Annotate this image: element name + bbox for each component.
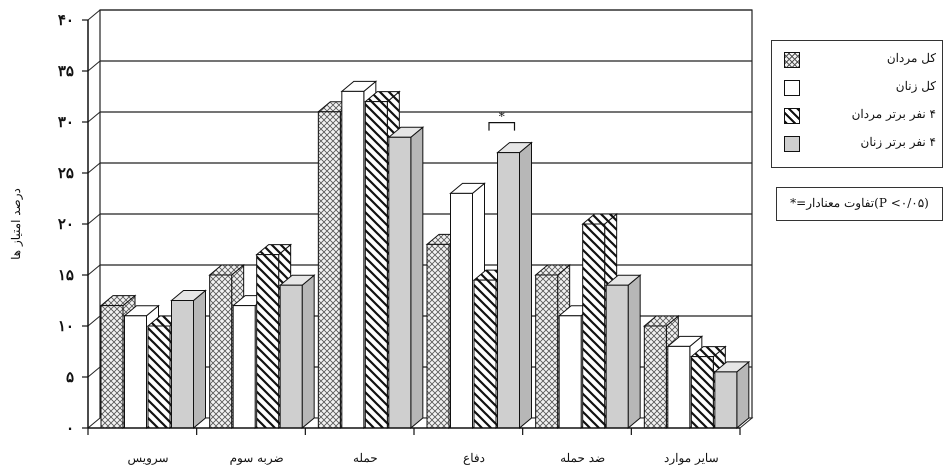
bar (279, 284, 303, 429)
bar (667, 345, 691, 429)
bar (643, 325, 667, 429)
y-tick-label: ۰ (66, 419, 74, 437)
x-category-label: ضد حمله (560, 451, 605, 465)
bar (535, 274, 559, 429)
bar (124, 315, 147, 429)
bar (232, 305, 256, 429)
y-tick-label: ۱۵ (58, 266, 74, 284)
bar (256, 254, 280, 429)
legend-label: کل زنان (895, 79, 936, 93)
legend-item: ۴ نفر برتر مردان (772, 105, 942, 129)
significance-note: *=تفاوت معنادار(P <۰/۰۵) (776, 187, 943, 221)
bars-layer (99, 80, 751, 430)
gridline-connector (87, 111, 101, 123)
legend-item: ۴ نفر برتر زنان (772, 133, 942, 157)
bar-side (736, 360, 750, 430)
significance-asterisk: * (499, 110, 505, 124)
gridline-connector (87, 9, 101, 21)
x-category-label: دفاع (463, 451, 485, 465)
y-tick-label: ۴۰ (58, 11, 74, 29)
bar-side (410, 126, 424, 430)
legend-swatch (784, 52, 800, 68)
gridline-connector (87, 366, 101, 378)
legend-swatch (784, 80, 800, 96)
bar (388, 136, 412, 429)
bar (714, 371, 738, 429)
bar (582, 223, 606, 429)
legend-label: کل مردان (886, 51, 936, 65)
gridline-connector (87, 315, 101, 327)
y-axis-title: درصد امتیاز ها (9, 188, 23, 260)
axis-layer (82, 19, 741, 435)
bar-chart: ۰ ۵ ۱۰ ۱۵ ۲۰ ۲۵ ۳۰ ۳۵ ۴۰ درصد امتیاز ها سرویس ضربه … (9, 9, 754, 465)
significance-note-text: *=تفاوت معنادار(P <۰/۰۵) (790, 196, 929, 210)
bar-side (193, 289, 206, 430)
x-category-label: سایر موارد (664, 451, 719, 465)
bar (690, 356, 714, 429)
bar (171, 300, 194, 429)
legend-swatch (784, 108, 800, 124)
bar (341, 90, 365, 429)
bar-side (301, 274, 315, 430)
y-tick-label: ۳۵ (58, 62, 74, 80)
bar (100, 305, 124, 429)
bar (209, 274, 233, 429)
legend-item: کل زنان (772, 77, 942, 101)
x-category-label: سرویس (127, 451, 168, 465)
x-category-label: ضربه سوم (230, 451, 284, 465)
legend-item: کل مردان (772, 49, 942, 73)
legend-swatch (784, 136, 800, 152)
labels-layer: ۰ ۵ ۱۰ ۱۵ ۲۰ ۲۵ ۳۰ ۳۵ ۴۰ درصد امتیاز ها سرویس ضربه … (9, 11, 719, 465)
bar (364, 101, 388, 429)
bar (605, 284, 629, 429)
bar (450, 192, 473, 429)
legend-label: ۴ نفر برتر زنان (860, 135, 936, 149)
legend-label: ۴ نفر برتر مردان (851, 107, 936, 121)
gridline-connector (87, 264, 101, 276)
bar (147, 325, 171, 429)
bar (473, 279, 497, 429)
bar-side (627, 274, 641, 430)
gridline-connector (87, 60, 101, 72)
bar (426, 243, 450, 429)
y-tick-label: ۱۰ (58, 317, 74, 335)
bar (558, 315, 582, 429)
significance-bracket (488, 122, 516, 131)
bar (317, 111, 341, 429)
chart-legend: کل مردان کل زنان ۴ نفر برتر مردان ۴ نفر برت… (771, 40, 943, 168)
x-category-label: حمله (353, 451, 378, 465)
gridline-connector (87, 213, 101, 225)
y-tick-label: ۲۰ (58, 215, 74, 233)
gridline-connector (87, 162, 101, 174)
bar-side (519, 141, 532, 430)
y-tick-label: ۳۰ (58, 113, 74, 131)
y-tick-label: ۵ (66, 368, 74, 386)
y-tick-label: ۲۵ (58, 164, 74, 182)
bar (497, 152, 520, 429)
